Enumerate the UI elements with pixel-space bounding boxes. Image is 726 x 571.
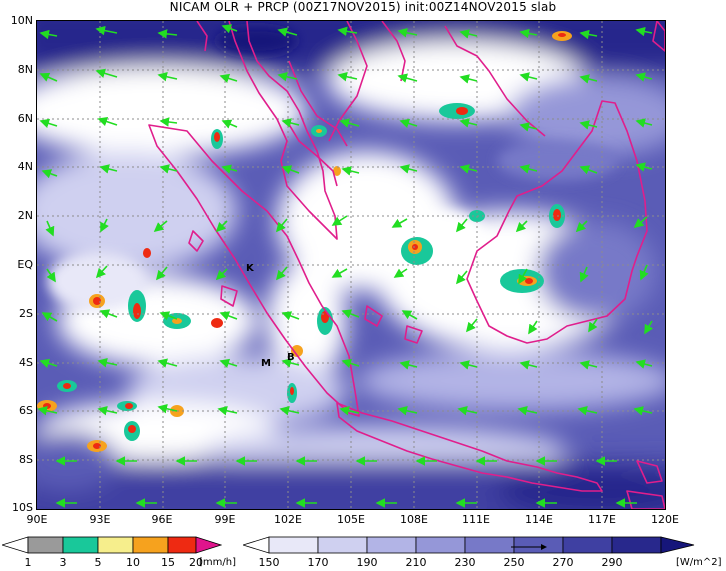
prcp-swatch xyxy=(132,536,169,554)
lon-label: 99E xyxy=(214,513,236,526)
olr-swatch xyxy=(562,536,613,554)
prcp-tick: 10 xyxy=(126,556,140,569)
olr-tick: 250 xyxy=(503,556,525,569)
olr-swatch xyxy=(513,536,564,554)
prcp-swatch xyxy=(62,536,99,554)
lat-label: 8N xyxy=(17,63,33,76)
olr-swatch xyxy=(611,536,662,554)
prcp-colorbar xyxy=(2,536,222,554)
wind-vectors xyxy=(37,24,654,508)
marker-k: K xyxy=(246,263,254,274)
prcp-unit: [mm/h] xyxy=(199,557,236,568)
lat-label: 8S xyxy=(19,453,33,466)
lon-label: 93E xyxy=(89,513,111,526)
olr-tick: 290 xyxy=(601,556,623,569)
olr-swatch xyxy=(464,536,515,554)
olr-swatch xyxy=(415,536,466,554)
lat-label: 10S xyxy=(12,501,33,514)
lat-label: 2S xyxy=(19,307,33,320)
lon-label: 105E xyxy=(337,513,365,526)
lat-label: 4S xyxy=(19,356,33,369)
lat-label: 6S xyxy=(19,404,33,417)
prcp-tick: 15 xyxy=(161,556,175,569)
lat-label: 4N xyxy=(17,160,33,173)
prcp-swatch xyxy=(2,536,29,554)
map-title: NICAM OLR + PRCP (00Z17NOV2015) init:00Z… xyxy=(169,0,557,14)
olr-tick: 270 xyxy=(552,556,574,569)
lat-label: 6N xyxy=(17,112,33,125)
prcp-tick: 5 xyxy=(94,556,102,569)
prcp-tick: 1 xyxy=(24,556,32,569)
olr-colorbar xyxy=(243,536,695,554)
olr-tick: 210 xyxy=(405,556,427,569)
prcp-swatch xyxy=(97,536,134,554)
prcp-tick: 20 xyxy=(189,556,203,569)
olr-unit: [W/m^2] xyxy=(676,557,722,568)
lon-label: 90E xyxy=(26,513,48,526)
prcp-swatch xyxy=(167,536,197,554)
olr-tick: 150 xyxy=(258,556,280,569)
marker-m: M xyxy=(261,358,271,369)
olr-swatch xyxy=(268,536,319,554)
reference-vector-head xyxy=(541,544,547,550)
marker-b: B xyxy=(287,352,295,363)
lon-label: 114E xyxy=(525,513,553,526)
olr-tick: 190 xyxy=(356,556,378,569)
lon-label: 117E xyxy=(588,513,616,526)
lat-label: 10N xyxy=(10,14,33,27)
prcp-swatch xyxy=(195,536,222,554)
lon-label: 96E xyxy=(151,513,173,526)
lon-label: 111E xyxy=(462,513,490,526)
olr-tick: 230 xyxy=(454,556,476,569)
lat-label: 2N xyxy=(17,209,33,222)
olr-tick: 170 xyxy=(307,556,329,569)
prcp-swatch xyxy=(27,536,64,554)
map-panel: K M B xyxy=(37,21,665,509)
coastlines xyxy=(148,21,665,509)
lon-label: 108E xyxy=(400,513,428,526)
olr-swatch xyxy=(660,536,695,554)
lon-label: 102E xyxy=(274,513,302,526)
lat-label: EQ xyxy=(17,258,33,271)
olr-swatch xyxy=(243,536,270,554)
map-frame xyxy=(36,20,666,510)
olr-swatch xyxy=(317,536,368,554)
olr-swatch xyxy=(366,536,417,554)
prcp-tick: 3 xyxy=(59,556,67,569)
lon-label: 120E xyxy=(651,513,679,526)
